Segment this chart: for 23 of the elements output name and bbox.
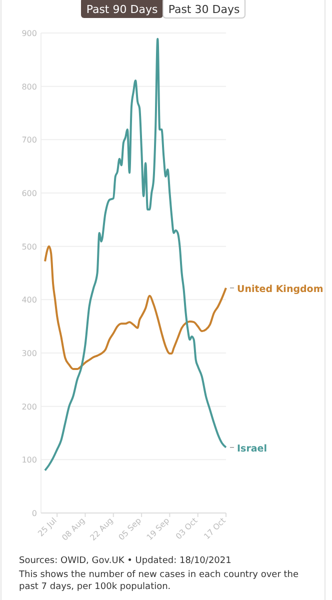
series-label: Israel <box>237 443 267 454</box>
x-tick-label: 25 Jul <box>36 516 58 538</box>
y-tick-label: 500 <box>22 242 37 252</box>
y-tick-label: 900 <box>22 29 37 38</box>
y-tick-label: 400 <box>22 296 37 305</box>
x-tick-label: 08 Aug <box>60 516 87 542</box>
y-tick-label: 600 <box>22 189 37 198</box>
x-tick-label: 17 Oct <box>202 516 228 542</box>
line-series <box>44 38 227 472</box>
x-tick-label: 05 Sep <box>116 516 143 542</box>
y-tick-label: 700 <box>22 136 37 145</box>
y-tick-label: 100 <box>22 456 37 465</box>
series-label: United Kingdom <box>237 284 324 295</box>
x-tick-label: 03 Oct <box>174 516 200 542</box>
y-tick-label: 0 <box>32 509 37 518</box>
line-series <box>44 245 227 370</box>
y-tick-label: 300 <box>22 349 37 358</box>
source-note: Sources: OWID, Gov.UK • Updated: 18/10/2021 <box>19 556 232 566</box>
x-tick-label: 19 Sep <box>145 516 172 542</box>
x-tick-label: 22 Aug <box>88 516 115 542</box>
y-tick-label: 800 <box>22 82 37 92</box>
y-tick-label: 200 <box>22 402 37 412</box>
text: This shows the number of new cases in each country over the past 7 days, per 100k population. <box>18 570 299 592</box>
